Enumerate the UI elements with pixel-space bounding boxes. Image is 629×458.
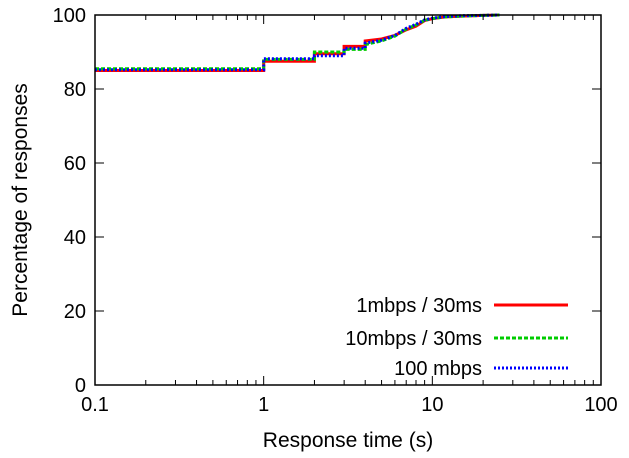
y-tick-label: 60 <box>64 153 86 175</box>
x-tick-label: 10 <box>421 394 443 416</box>
x-tick-label: 0.1 <box>81 394 109 416</box>
legend-label-1: 1mbps / 30ms <box>356 295 482 317</box>
ticks-layer: 0.1 1 10 100 0 20 40 60 80 100 <box>53 5 618 416</box>
legend-label-2: 10mbps / 30ms <box>345 328 482 350</box>
series-line-3 <box>95 13 500 72</box>
y-tick-label: 40 <box>64 227 86 249</box>
x-tick-label: 100 <box>584 394 617 416</box>
y-tick-label: 0 <box>75 375 86 397</box>
x-tick-label: 1 <box>258 394 269 416</box>
y-axis-label: Percentage of responses <box>9 83 32 316</box>
plot-frame <box>94 14 602 386</box>
y-tick-label: 20 <box>64 301 86 323</box>
legend-label-3: 100 mbps <box>394 358 482 380</box>
series-layer <box>95 13 500 72</box>
y-tick-label: 100 <box>53 5 86 27</box>
y-tick-label: 80 <box>64 79 86 101</box>
legend: 1mbps / 30ms 10mbps / 30ms 100 mbps <box>345 295 568 380</box>
x-axis-label: Response time (s) <box>263 429 433 452</box>
